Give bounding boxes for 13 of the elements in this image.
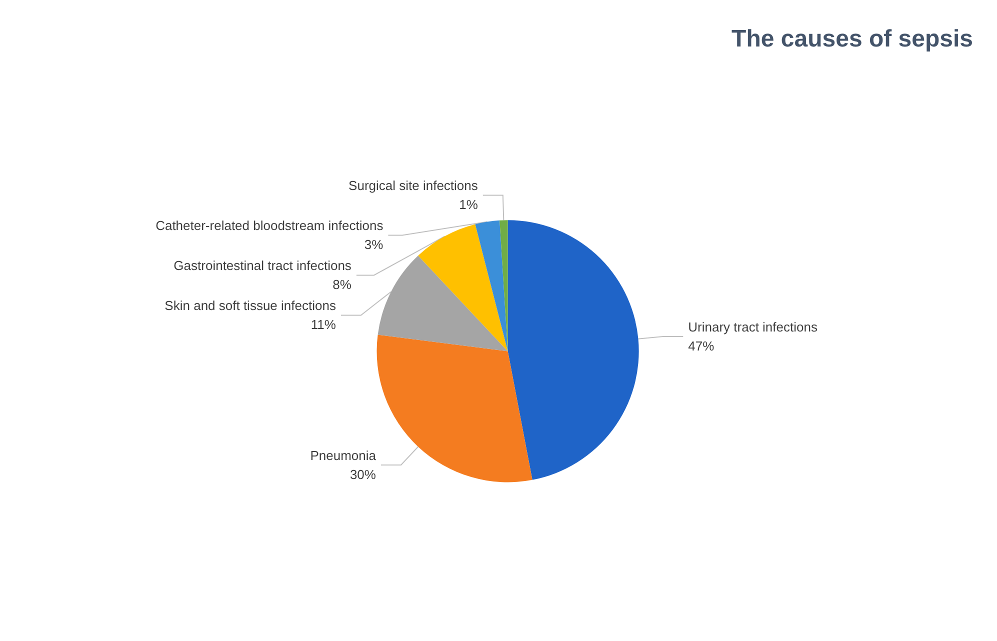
data-label: 11% [310, 317, 336, 332]
slice-label: Skin and soft tissue infections [164, 298, 336, 314]
data-label: 8% [332, 277, 352, 292]
data-label: 47% [688, 338, 715, 354]
slice-label: Surgical site infections [348, 178, 478, 194]
data-label: 1% [459, 197, 478, 212]
slice-label: Gastrointestinal tract infections [174, 258, 352, 274]
slice-label: Urinary tract infections [688, 320, 818, 335]
data-label: 30% [350, 466, 376, 482]
slice-label: Pneumonia [310, 448, 377, 463]
data-label: 3% [364, 237, 384, 252]
chart-title: The causes of sepsis [732, 26, 974, 52]
slice-label: Catheter-related bloodstream infections [156, 218, 384, 234]
